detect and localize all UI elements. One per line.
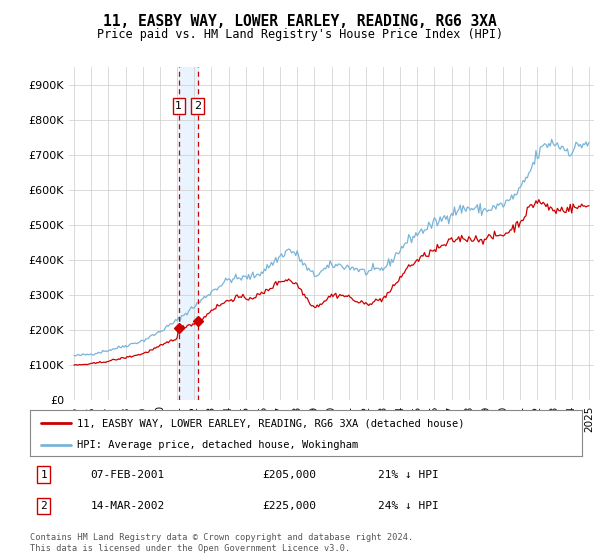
Text: 21% ↓ HPI: 21% ↓ HPI xyxy=(378,470,439,479)
Text: Contains HM Land Registry data © Crown copyright and database right 2024.
This d: Contains HM Land Registry data © Crown c… xyxy=(30,533,413,553)
Text: 14-MAR-2002: 14-MAR-2002 xyxy=(91,501,165,511)
Text: £205,000: £205,000 xyxy=(262,470,316,479)
Text: 2: 2 xyxy=(40,501,47,511)
Text: Price paid vs. HM Land Registry's House Price Index (HPI): Price paid vs. HM Land Registry's House … xyxy=(97,28,503,41)
Text: 2: 2 xyxy=(194,101,201,111)
Text: 11, EASBY WAY, LOWER EARLEY, READING, RG6 3XA (detached house): 11, EASBY WAY, LOWER EARLEY, READING, RG… xyxy=(77,418,464,428)
Bar xyxy=(179,67,197,400)
Text: 07-FEB-2001: 07-FEB-2001 xyxy=(91,470,165,479)
Text: 11, EASBY WAY, LOWER EARLEY, READING, RG6 3XA: 11, EASBY WAY, LOWER EARLEY, READING, RG… xyxy=(103,14,497,29)
Text: 24% ↓ HPI: 24% ↓ HPI xyxy=(378,501,439,511)
Text: £225,000: £225,000 xyxy=(262,501,316,511)
Text: HPI: Average price, detached house, Wokingham: HPI: Average price, detached house, Woki… xyxy=(77,440,358,450)
Text: 1: 1 xyxy=(175,101,182,111)
Text: 1: 1 xyxy=(40,470,47,479)
